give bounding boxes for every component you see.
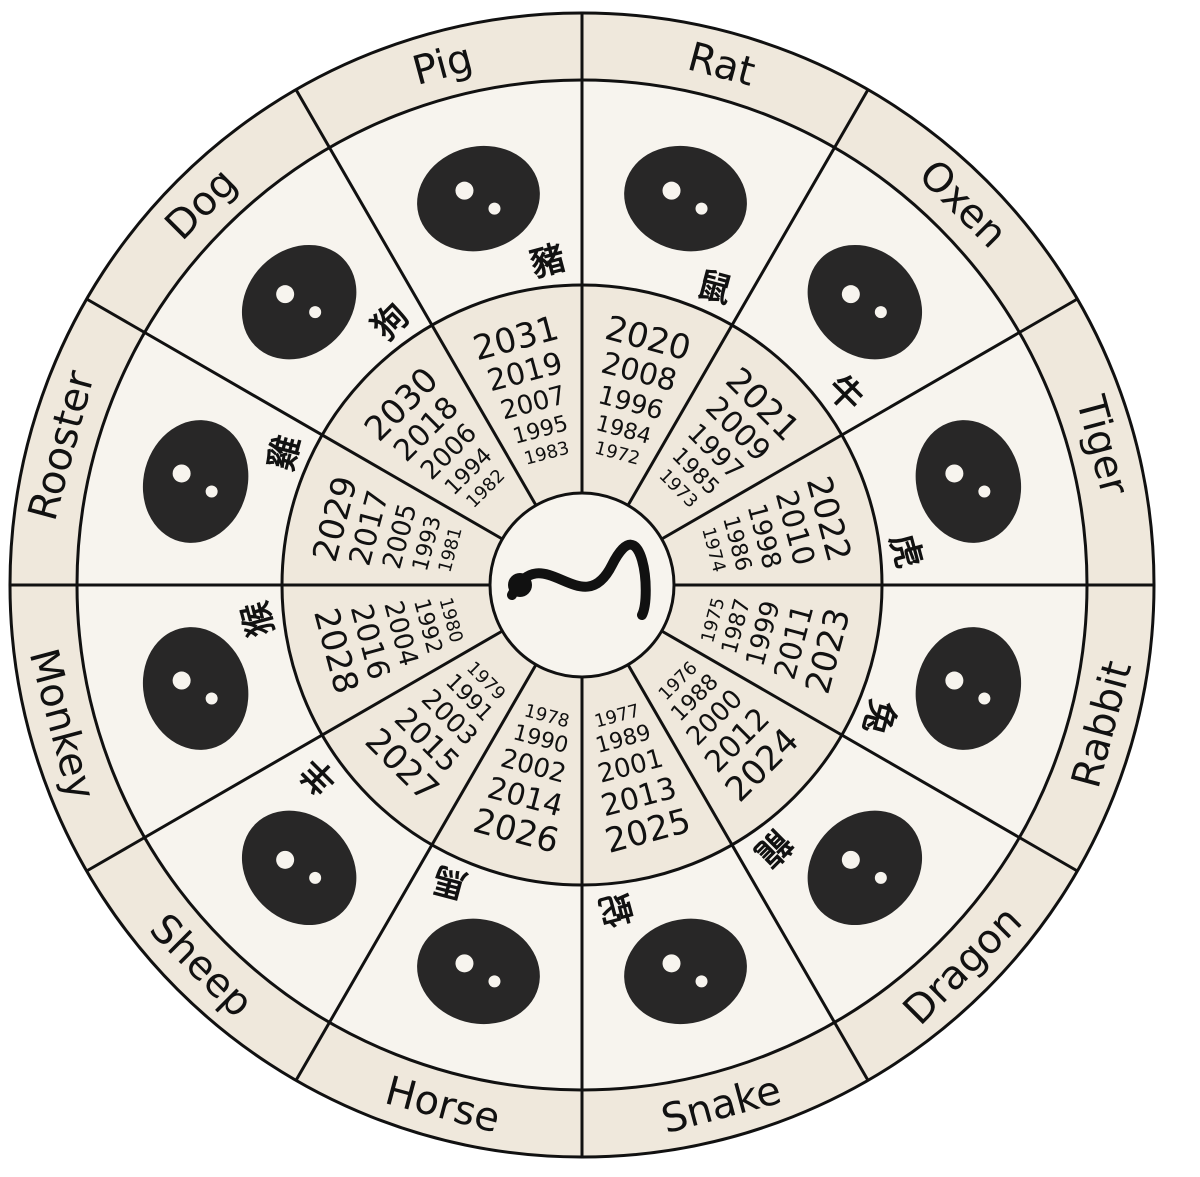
dog-icon	[241, 244, 357, 360]
rabbit-icon	[915, 627, 1022, 750]
horse-icon	[417, 918, 540, 1025]
segment-divider	[85, 629, 504, 873]
snake-icon	[624, 918, 747, 1025]
wheel-dividers	[10, 13, 1154, 1157]
sheep-icon	[241, 810, 357, 926]
ox-icon	[807, 244, 923, 360]
segment-divider	[294, 88, 538, 507]
segment-divider	[85, 297, 504, 541]
segment-divider	[294, 663, 538, 1082]
monkey-icon	[142, 627, 249, 750]
pig-icon	[417, 145, 540, 252]
segment-divider	[626, 88, 870, 507]
segment-divider	[626, 663, 870, 1082]
segment-divider	[660, 297, 1079, 541]
dragon-icon	[507, 539, 651, 620]
rooster-icon	[142, 420, 249, 543]
center-medallion	[488, 491, 676, 679]
tiger-icon	[915, 420, 1022, 543]
segment-divider	[660, 629, 1079, 873]
rat-icon	[624, 145, 747, 252]
dragon-icon	[807, 810, 923, 926]
